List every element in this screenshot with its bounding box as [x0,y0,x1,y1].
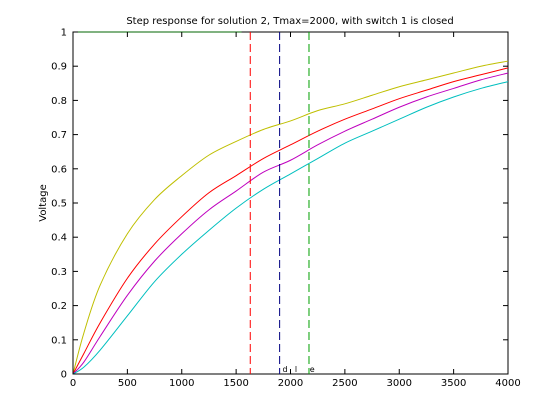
vline-layer [249,32,310,374]
x-tick-label: 2000 [278,378,303,389]
y-tick-label: 0.7 [51,130,67,141]
x-tick-label: 1500 [223,378,248,389]
x-tick-label: 1000 [169,378,194,389]
x-tick-label: 4000 [495,378,520,389]
series-line-2 [72,67,509,375]
annotation-label-3: e [310,365,315,374]
annotation-label-2: l [295,365,297,374]
y-tick-label: 0 [61,370,67,381]
y-tick-label: 0.8 [51,96,67,107]
y-tick-label: 0.2 [51,301,67,312]
plot-frame [72,31,509,375]
tick-layer: 0 500 1000 1500 2000 2500 3000 3500 4000 0 0.1 0.2 0… [51,28,521,390]
y-tick-label: 0.3 [51,267,67,278]
y-tick-label: 0.5 [51,199,67,210]
x-tick-label: 2500 [332,378,357,389]
y-tick-label: 0.9 [51,62,67,73]
x-tick-label: 3000 [387,378,412,389]
series-line-1 [72,60,509,375]
x-tick-label: 500 [118,378,137,389]
series-line-4 [72,81,509,375]
y-axis-label: Voltage [38,184,49,222]
y-tick-label: 0.4 [51,233,67,244]
chart-title: Step response for solution 2, Tmax=2000,… [126,16,453,27]
annotation-label-1: d [283,365,288,374]
y-tick-label: 0.1 [51,335,67,346]
series-layer [72,31,509,375]
y-tick-label: 0.6 [51,164,67,175]
x-tick-label: 3500 [441,378,466,389]
x-tick-label: 0 [70,378,76,389]
y-tick-label: 1 [61,28,67,39]
series-line-3 [72,72,509,375]
